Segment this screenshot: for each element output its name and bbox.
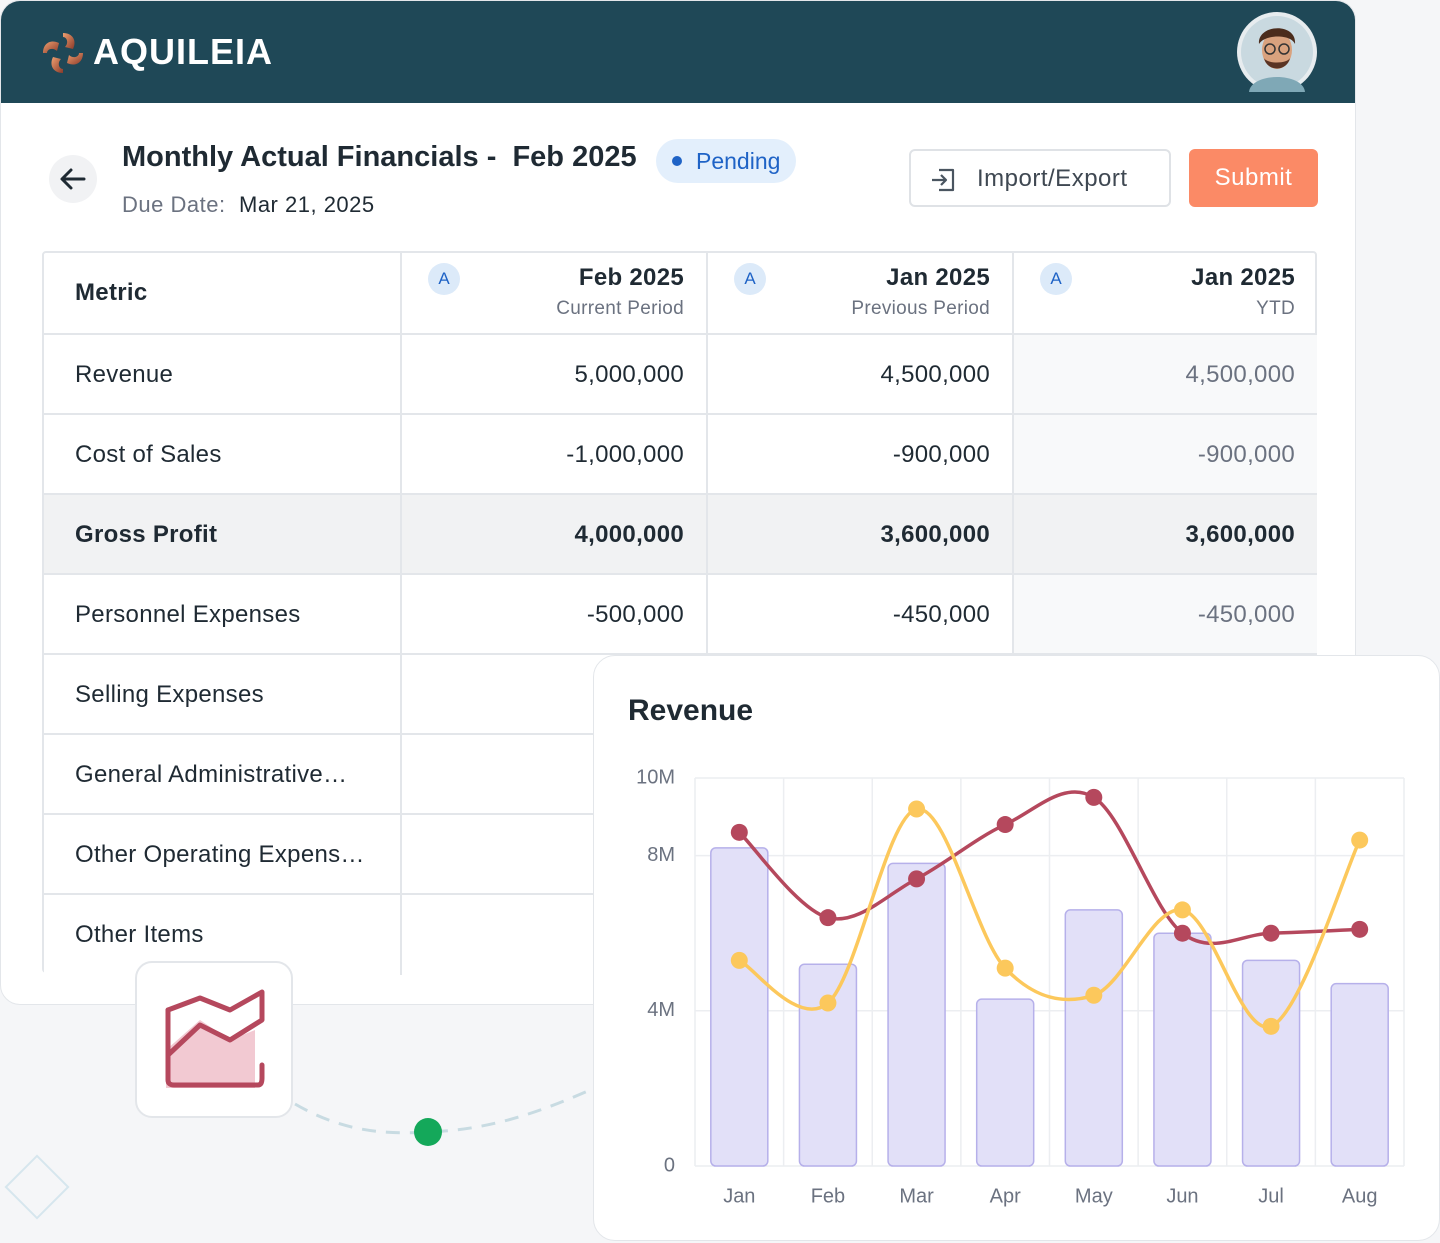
icon-lines: [165, 989, 265, 1058]
back-icon: [60, 168, 86, 190]
table-cell: Gross Profit: [44, 495, 402, 575]
icon-frame: [165, 1007, 265, 1088]
brand: AQUILEIA: [93, 31, 274, 72]
header-label: Jan 2025: [886, 264, 990, 291]
header-label: Metric: [75, 279, 148, 306]
metric-value: -900,000: [892, 441, 990, 468]
table-cell: -1,000,000: [402, 415, 708, 495]
metric-value: -450,000: [892, 601, 990, 628]
table-cell: Revenue: [44, 335, 402, 415]
header-sublabel: Current Period: [556, 298, 684, 319]
due-date: Mar 21, 2025: [239, 192, 375, 217]
avatar[interactable]: [1237, 12, 1317, 92]
connector-dot: [414, 1118, 442, 1146]
connector: [294, 1088, 591, 1135]
metric-name: Personnel Expenses: [75, 601, 301, 628]
metric-value: 3,600,000: [1185, 521, 1295, 548]
header-cell: A Jan 2025 YTD: [1014, 253, 1317, 335]
import-export-button[interactable]: Import/Export: [909, 149, 1171, 207]
metric-name: Cost of Sales: [75, 441, 222, 468]
header-sublabel: YTD: [1256, 298, 1295, 319]
table-cell: -900,000: [708, 415, 1014, 495]
table-cell: 4,500,000: [1014, 335, 1317, 415]
column-badge: A: [428, 263, 460, 295]
button-label: Submit: [1214, 164, 1293, 191]
metric-name: Selling Expenses: [75, 681, 264, 708]
logo-mark: [43, 33, 83, 73]
table-cell: 3,600,000: [1014, 495, 1317, 575]
metric-value: -900,000: [1197, 441, 1295, 468]
header-cell: A Feb 2025 Current Period: [402, 253, 708, 335]
header-label: Feb 2025: [578, 264, 684, 291]
back-button[interactable]: [49, 155, 97, 203]
submit-button[interactable]: Submit: [1189, 149, 1318, 207]
table-cell: General Administrative…: [44, 735, 402, 815]
table-cell: -500,000: [402, 575, 708, 655]
table-cell: Other Operating Expens…: [44, 815, 402, 895]
table-cell: Selling Expenses: [44, 655, 402, 735]
metric-value: 4,500,000: [1185, 361, 1295, 388]
button-label: Import/Export: [977, 165, 1128, 192]
column-badge: A: [1040, 263, 1072, 295]
metric-name: Gross Profit: [75, 521, 218, 548]
metric-value: 4,000,000: [574, 521, 684, 548]
header-cell: A Jan 2025 Previous Period: [708, 253, 1014, 335]
header-cell: Metric: [44, 253, 402, 335]
table-cell: 4,500,000: [708, 335, 1014, 415]
metric-name: Revenue: [75, 361, 174, 388]
metric-name: Other Operating Expens…: [75, 841, 365, 868]
header-label: Jan 2025: [1191, 264, 1295, 291]
import-icon: [932, 168, 955, 192]
table-cell: 5,000,000: [402, 335, 708, 415]
due-label: Due Date:: [122, 192, 226, 217]
table-cell: Personnel Expenses: [44, 575, 402, 655]
status-badge: Pending: [656, 139, 797, 183]
chart-card: [593, 655, 1440, 1241]
metric-value: -1,000,000: [566, 441, 684, 468]
metric-value: 3,600,000: [880, 521, 990, 548]
metric-value: -450,000: [1197, 601, 1295, 628]
metric-name: General Administrative…: [75, 761, 348, 788]
column-badge: A: [734, 263, 766, 295]
table-cell: -450,000: [708, 575, 1014, 655]
table-cell: Cost of Sales: [44, 415, 402, 495]
header-sublabel: Previous Period: [851, 298, 990, 319]
top-bar: AQUILEIA: [1, 1, 1355, 103]
metric-name: Other Items: [75, 921, 204, 948]
diamond: [4, 1154, 70, 1220]
table-cell: -900,000: [1014, 415, 1317, 495]
metric-value: 5,000,000: [574, 361, 684, 388]
page-title: Monthly Actual Financials - Feb 2025: [122, 141, 637, 173]
metric-value: 4,500,000: [880, 361, 990, 388]
table-cell: -450,000: [1014, 575, 1317, 655]
table-cell: 3,600,000: [708, 495, 1014, 575]
table-cell: 4,000,000: [402, 495, 708, 575]
metric-value: -500,000: [586, 601, 684, 628]
